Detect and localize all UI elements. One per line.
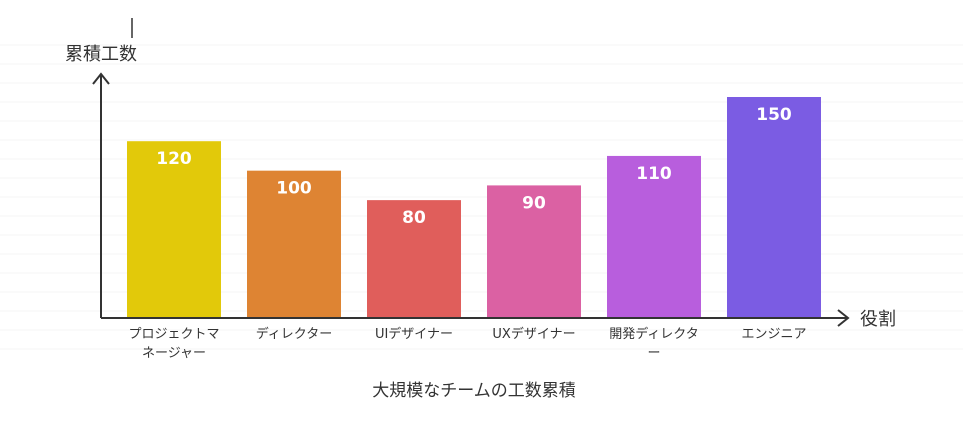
category-label: UIデザイナー [375,326,453,342]
category-label: プロジェクトマネージャー [128,327,219,361]
category-label-line: 開発ディレクタ [609,326,699,342]
bar [727,97,821,318]
bar-value-label: 90 [522,193,546,213]
category-label-line: エンジニア [741,327,806,342]
category-label: エンジニア [741,327,806,342]
chart-title: 大規模なチームの工数累積 [372,381,576,401]
x-axis-arrow [837,309,850,327]
bar [247,170,341,318]
bar [127,141,221,318]
bar-value-labels: 120 100 80 90 110 150 [156,105,792,228]
bar-value-label: 120 [156,149,192,169]
bars [127,97,821,318]
category-label: 開発ディレクター [609,326,699,361]
category-label: UXデザイナー [492,326,575,342]
x-axis-title: 役割 [860,309,896,330]
category-label-line: ネージャー [142,346,206,361]
category-label-line: プロジェクトマ [128,327,219,342]
bar [367,200,461,318]
bar-value-label: 150 [756,105,792,125]
y-axis-title: 累積工数 [65,44,137,65]
bar [607,155,701,318]
bar-value-label: 110 [636,164,672,184]
y-axis-arrow [92,72,110,85]
category-labels: プロジェクトマネージャー ディレクター UIデザイナー UXデザイナー 開発ディレクター… [128,326,806,361]
category-label-line: UXデザイナー [492,326,575,342]
category-label-line: ー [647,346,660,361]
bar-value-label: 80 [402,208,426,228]
bar [487,185,581,318]
category-label: ディレクター [256,326,333,342]
bar-value-label: 100 [276,179,312,199]
category-label-line: ディレクター [256,326,333,342]
category-label-line: UIデザイナー [375,326,453,342]
